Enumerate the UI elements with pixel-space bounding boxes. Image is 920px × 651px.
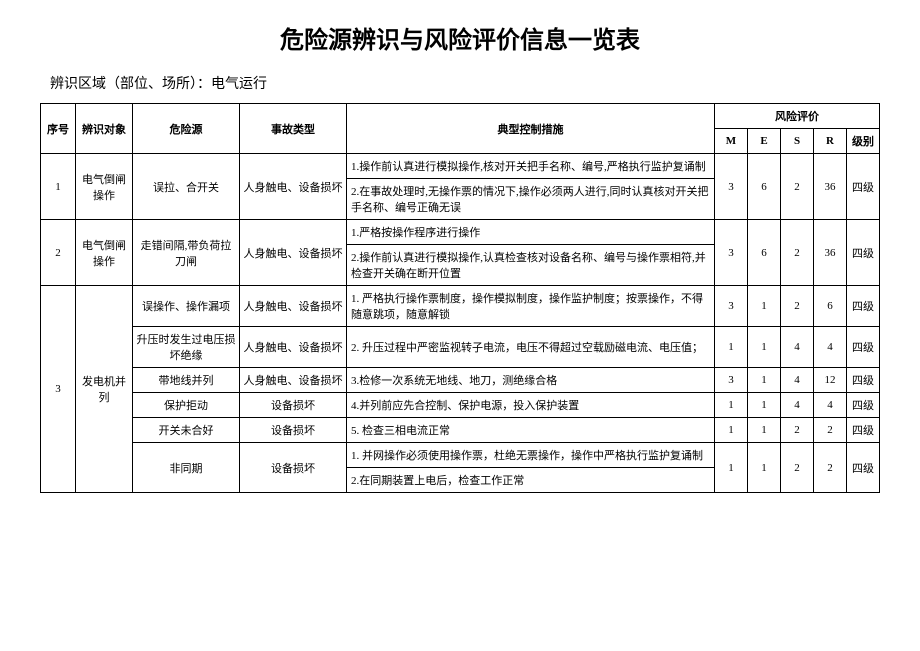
cell-measure: 2.在事故处理时,无操作票的情况下,操作必须两人进行,同时认真核对开关把手名称、… [347,179,715,220]
table-row: 升压时发生过电压损坏绝缘 人身触电、设备损坏 2. 升压过程中严密监视转子电流，… [41,327,880,368]
cell-seq: 3 [41,286,76,493]
cell-m: 3 [715,368,748,393]
cell-level: 四级 [847,418,880,443]
cell-src: 走错间隔,带负荷拉刀闸 [133,220,240,286]
cell-e: 1 [748,443,781,493]
table-row: 2 电气倒闸操作 走错间隔,带负荷拉刀闸 人身触电、设备损坏 1.严格按操作程序… [41,220,880,245]
cell-src: 带地线并列 [133,368,240,393]
cell-s: 4 [781,393,814,418]
cell-type: 设备损坏 [240,393,347,418]
risk-table: 序号 辨识对象 危险源 事故类型 典型控制措施 风险评价 M E S R 级别 … [40,103,880,493]
cell-m: 1 [715,393,748,418]
cell-e: 1 [748,286,781,327]
cell-e: 6 [748,154,781,220]
cell-level: 四级 [847,286,880,327]
cell-r: 4 [814,327,847,368]
cell-measure: 1. 严格执行操作票制度，操作模拟制度，操作监护制度；按票操作，不得随意跳项，随… [347,286,715,327]
header-seq: 序号 [41,104,76,154]
cell-m: 3 [715,220,748,286]
cell-measure: 2.在同期装置上电后，检查工作正常 [347,468,715,493]
cell-m: 3 [715,286,748,327]
cell-s: 2 [781,443,814,493]
cell-type: 人身触电、设备损坏 [240,327,347,368]
cell-src: 保护拒动 [133,393,240,418]
cell-seq: 1 [41,154,76,220]
cell-r: 4 [814,393,847,418]
cell-r: 6 [814,286,847,327]
cell-e: 1 [748,393,781,418]
cell-type: 人身触电、设备损坏 [240,154,347,220]
cell-s: 4 [781,327,814,368]
header-measure: 典型控制措施 [347,104,715,154]
header-type: 事故类型 [240,104,347,154]
header-level: 级别 [847,129,880,154]
cell-type: 人身触电、设备损坏 [240,220,347,286]
cell-s: 2 [781,154,814,220]
cell-s: 2 [781,220,814,286]
cell-s: 2 [781,286,814,327]
cell-r: 2 [814,443,847,493]
cell-obj: 发电机并列 [76,286,133,493]
cell-s: 2 [781,418,814,443]
cell-level: 四级 [847,327,880,368]
cell-e: 1 [748,418,781,443]
cell-measure: 5. 检查三相电流正常 [347,418,715,443]
cell-m: 1 [715,327,748,368]
cell-level: 四级 [847,393,880,418]
cell-type: 设备损坏 [240,418,347,443]
header-obj: 辨识对象 [76,104,133,154]
header-r: R [814,129,847,154]
document-subtitle: 辨识区域（部位、场所）：电气运行 [40,73,880,93]
cell-r: 2 [814,418,847,443]
cell-r: 36 [814,154,847,220]
table-row: 1 电气倒闸操作 误拉、合开关 人身触电、设备损坏 1.操作前认真进行模拟操作,… [41,154,880,179]
cell-type: 人身触电、设备损坏 [240,286,347,327]
cell-src: 非同期 [133,443,240,493]
cell-obj: 电气倒闸操作 [76,154,133,220]
table-row: 开关未合好 设备损坏 5. 检查三相电流正常 1 1 2 2 四级 [41,418,880,443]
header-src: 危险源 [133,104,240,154]
cell-measure: 1.操作前认真进行模拟操作,核对开关把手名称、编号,严格执行监护复诵制 [347,154,715,179]
table-row: 保护拒动 设备损坏 4.并列前应先合控制、保护电源，投入保护装置 1 1 4 4… [41,393,880,418]
table-row: 3 发电机并列 误操作、操作漏项 人身触电、设备损坏 1. 严格执行操作票制度，… [41,286,880,327]
header-s: S [781,129,814,154]
cell-r: 36 [814,220,847,286]
cell-type: 人身触电、设备损坏 [240,368,347,393]
cell-src: 误拉、合开关 [133,154,240,220]
cell-r: 12 [814,368,847,393]
cell-measure: 3.检修一次系统无地线、地刀，测绝缘合格 [347,368,715,393]
cell-level: 四级 [847,443,880,493]
cell-measure: 4.并列前应先合控制、保护电源，投入保护装置 [347,393,715,418]
cell-m: 3 [715,154,748,220]
header-m: M [715,129,748,154]
cell-s: 4 [781,368,814,393]
cell-src: 误操作、操作漏项 [133,286,240,327]
cell-level: 四级 [847,368,880,393]
cell-e: 1 [748,327,781,368]
header-eval-group: 风险评价 [715,104,880,129]
cell-e: 6 [748,220,781,286]
table-row: 带地线并列 人身触电、设备损坏 3.检修一次系统无地线、地刀，测绝缘合格 3 1… [41,368,880,393]
cell-type: 设备损坏 [240,443,347,493]
document-title: 危险源辨识与风险评价信息一览表 [40,20,880,55]
cell-measure: 1. 并网操作必须使用操作票，杜绝无票操作，操作中严格执行监护复诵制 [347,443,715,468]
cell-m: 1 [715,443,748,493]
cell-src: 升压时发生过电压损坏绝缘 [133,327,240,368]
cell-obj: 电气倒闸操作 [76,220,133,286]
cell-level: 四级 [847,220,880,286]
cell-measure: 1.严格按操作程序进行操作 [347,220,715,245]
cell-e: 1 [748,368,781,393]
cell-seq: 2 [41,220,76,286]
cell-src: 开关未合好 [133,418,240,443]
cell-m: 1 [715,418,748,443]
cell-level: 四级 [847,154,880,220]
table-row: 非同期 设备损坏 1. 并网操作必须使用操作票，杜绝无票操作，操作中严格执行监护… [41,443,880,468]
header-e: E [748,129,781,154]
cell-measure: 2. 升压过程中严密监视转子电流，电压不得超过空载励磁电流、电压值； [347,327,715,368]
cell-measure: 2.操作前认真进行模拟操作,认真检查核对设备名称、编号与操作票相符,并检查开关确… [347,245,715,286]
